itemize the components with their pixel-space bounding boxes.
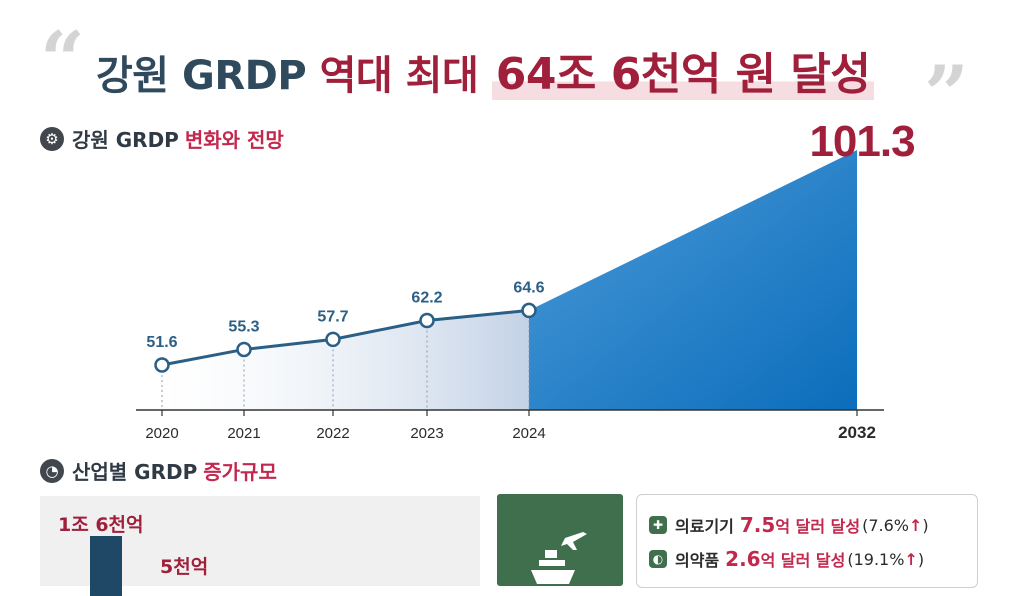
close-quote-mark: ”	[924, 49, 969, 140]
ship-plane-icon	[531, 532, 587, 584]
data-point	[154, 357, 170, 373]
x-tick-label: 2020	[145, 425, 178, 442]
data-label: 64.6	[513, 279, 544, 296]
up-arrow-icon: ↑	[908, 515, 923, 535]
x-tick-label: 2023	[410, 425, 443, 442]
x-tick-label: 2021	[227, 425, 260, 442]
chart-search-icon: ◔	[40, 458, 64, 483]
chart-layer: 51.6 55.3 57.7 62.2 64.6 101.3 2020 2021 2022 202…	[136, 117, 916, 442]
headline-part-3: 64조 6천억 원 달성	[491, 49, 875, 100]
headline-part-1: 강원 GRDP	[96, 53, 307, 99]
export-unit: 억 달러 달성	[775, 517, 861, 536]
x-tick-label: 2022	[316, 425, 349, 442]
forecast-area	[529, 150, 857, 410]
export-close: )	[922, 515, 929, 535]
pill-icon: ◐	[649, 550, 667, 568]
export-value: 2.6	[725, 547, 761, 571]
data-point	[419, 312, 435, 329]
industry-bar-label-1: 1조 6천억	[58, 514, 144, 536]
export-pct: (19.1%	[847, 549, 905, 569]
open-quote-mark: “	[40, 15, 85, 106]
data-label: 55.3	[228, 318, 259, 335]
industry-bar-label-2: 5천억	[160, 556, 209, 578]
data-label: 62.2	[411, 289, 442, 306]
export-icon-panel	[497, 494, 623, 586]
industry-bar-panel: 1조 6천억 5천억	[40, 496, 480, 596]
export-info-box: ✚ 의료기기 7.5 억 달러 달성 (7.6% ↑ ) ◐ 의약품 2.6 억…	[636, 494, 978, 588]
data-label: 51.6	[146, 334, 177, 351]
data-label: 57.7	[317, 308, 348, 325]
headline: 강원 GRDP 역대 최대 64조 6천억 원 달성	[96, 38, 875, 102]
export-item: 의약품	[675, 551, 720, 570]
forecast-data-label: 101.3	[809, 117, 914, 166]
up-arrow-icon: ↑	[904, 549, 918, 569]
industry-bar-1	[90, 536, 122, 596]
data-point	[325, 331, 341, 348]
export-pct: (7.6%	[862, 515, 909, 535]
actual-area	[162, 310, 529, 410]
grdp-area-chart: 51.6 55.3 57.7 62.2 64.6 101.3 2020 2021 2022 202…	[136, 117, 916, 442]
section-1-heading: ⚙ 강원 GRDP 변화와 전망	[40, 124, 284, 153]
x-tick-label: 2032	[838, 423, 876, 442]
headline-part-2: 역대 최대	[319, 53, 479, 99]
section-1-title-dark: 강원 GRDP	[72, 128, 179, 152]
export-unit: 억 달러 달성	[760, 551, 846, 570]
data-point	[236, 341, 252, 358]
medical-kit-icon: ✚	[649, 516, 667, 534]
export-close: )	[917, 549, 925, 569]
section-2-title-dark: 산업별 GRDP	[72, 460, 198, 484]
gear-icon: ⚙	[40, 126, 64, 151]
data-point	[521, 302, 537, 319]
section-2-heading: ◔ 산업별 GRDP 증가규모	[40, 456, 277, 485]
section-1-title-red: 변화와 전망	[184, 128, 284, 152]
export-item: 의료기기	[675, 517, 734, 536]
export-row-2: ◐ 의약품 2.6 억 달러 달성 (19.1% ↑ )	[649, 547, 924, 571]
x-tick-label: 2024	[512, 425, 545, 442]
section-2-title-red: 증가규모	[203, 460, 277, 484]
export-value: 7.5	[739, 513, 776, 537]
export-row-1: ✚ 의료기기 7.5 억 달러 달성 (7.6% ↑ )	[649, 513, 929, 537]
